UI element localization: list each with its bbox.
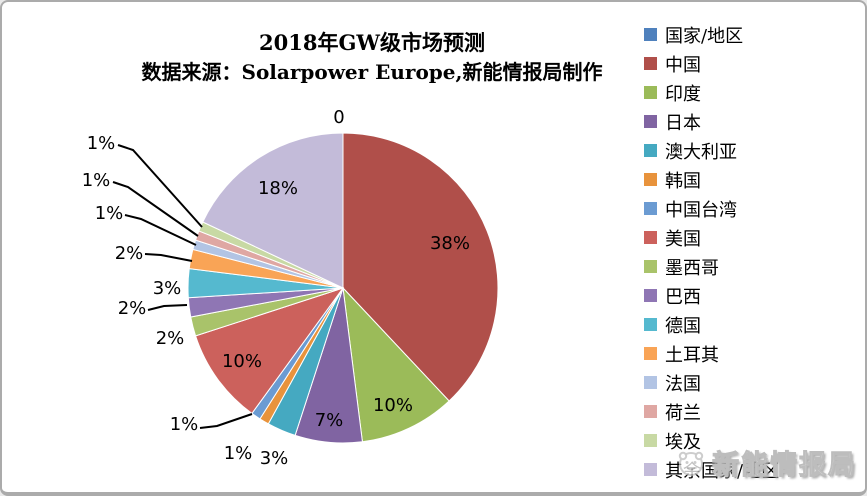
legend-item: 土耳其 [644, 339, 779, 368]
legend-item: 其余国家/地区 [644, 455, 779, 484]
legend-swatch-icon [644, 376, 657, 389]
chart-title-block: 2018年GW级市场预测 数据来源：Solarpower Europe,新能情报… [2, 28, 742, 87]
legend-swatch-icon [644, 173, 657, 186]
legend-swatch-icon [644, 202, 657, 215]
legend-item: 德国 [644, 310, 779, 339]
legend-label: 澳大利亚 [665, 141, 737, 163]
legend-label: 土耳其 [665, 344, 719, 366]
legend-item: 中国台湾 [644, 194, 779, 223]
legend-item: 国家/地区 [644, 20, 779, 49]
slice-label-15: 18% [258, 178, 298, 199]
legend-swatch-icon [644, 231, 657, 244]
label-leader-line-14 [117, 144, 203, 228]
legend-swatch-icon [644, 347, 657, 360]
legend-item: 印度 [644, 78, 779, 107]
legend-item: 墨西哥 [644, 252, 779, 281]
slice-label-1: 38% [430, 233, 470, 254]
legend-swatch-icon [644, 463, 657, 476]
slice-label-4: 3% [260, 448, 289, 469]
legend-label: 埃及 [665, 431, 701, 453]
legend-item: 荷兰 [644, 397, 779, 426]
label-leader-line-12 [124, 214, 197, 246]
legend-label: 其余国家/地区 [665, 460, 780, 482]
pie-slice-7 [194, 287, 345, 415]
label-leader-line-6 [199, 413, 253, 429]
legend-label: 印度 [665, 83, 701, 105]
chart-title: 2018年GW级市场预测 [259, 30, 485, 55]
legend-label: 墨西哥 [665, 257, 719, 279]
slice-label-10: 3% [153, 278, 182, 299]
slice-label-13: 1% [82, 170, 111, 191]
legend-label: 德国 [665, 315, 701, 337]
legend-item: 韩国 [644, 165, 779, 194]
legend-label: 美国 [665, 228, 701, 250]
legend-label: 巴西 [665, 286, 701, 308]
legend-swatch-icon [644, 86, 657, 99]
slice-label-9: 2% [118, 298, 147, 319]
legend-swatch-icon [644, 405, 657, 418]
legend: 国家/地区中国印度日本澳大利亚韩国中国台湾美国墨西哥巴西德国土耳其法国荷兰埃及其… [644, 20, 779, 484]
legend-item: 巴西 [644, 281, 779, 310]
legend-swatch-icon [644, 115, 657, 128]
legend-label: 法国 [665, 373, 701, 395]
slice-label-6: 1% [170, 414, 199, 435]
legend-swatch-icon [644, 434, 657, 447]
slice-label-7: 10% [222, 351, 262, 372]
legend-swatch-icon [644, 289, 657, 302]
label-leader-line-9 [147, 304, 188, 311]
pie-slice-1 [342, 132, 499, 402]
legend-swatch-icon [644, 260, 657, 273]
legend-item: 美国 [644, 223, 779, 252]
legend-item: 日本 [644, 107, 779, 136]
label-leader-line-13 [112, 181, 199, 237]
legend-item: 埃及 [644, 426, 779, 455]
legend-item: 法国 [644, 368, 779, 397]
pie-slice-15 [202, 132, 344, 289]
legend-label: 中国台湾 [665, 199, 737, 221]
legend-swatch-icon [644, 57, 657, 70]
legend-swatch-icon [644, 144, 657, 157]
chart-subtitle: 数据来源：Solarpower Europe,新能情报局制作 [141, 60, 603, 85]
slice-label-12: 1% [95, 203, 124, 224]
legend-swatch-icon [644, 28, 657, 41]
legend-item: 中国 [644, 49, 779, 78]
slice-label-5: 1% [224, 443, 253, 464]
slice-label-2: 10% [373, 395, 413, 416]
legend-label: 韩国 [665, 170, 701, 192]
legend-swatch-icon [644, 318, 657, 331]
legend-label: 国家/地区 [665, 25, 744, 47]
slice-label-3: 7% [315, 410, 344, 431]
slice-label-14: 1% [87, 133, 116, 154]
legend-item: 澳大利亚 [644, 136, 779, 165]
pie-slice-2 [342, 286, 450, 443]
slice-label-0: 0 [333, 107, 344, 128]
label-leader-line-11 [144, 253, 193, 262]
slice-label-8: 2% [156, 328, 185, 349]
slice-label-11: 2% [115, 243, 144, 264]
legend-label: 日本 [665, 112, 701, 134]
legend-label: 中国 [665, 54, 701, 76]
legend-label: 荷兰 [665, 402, 701, 424]
